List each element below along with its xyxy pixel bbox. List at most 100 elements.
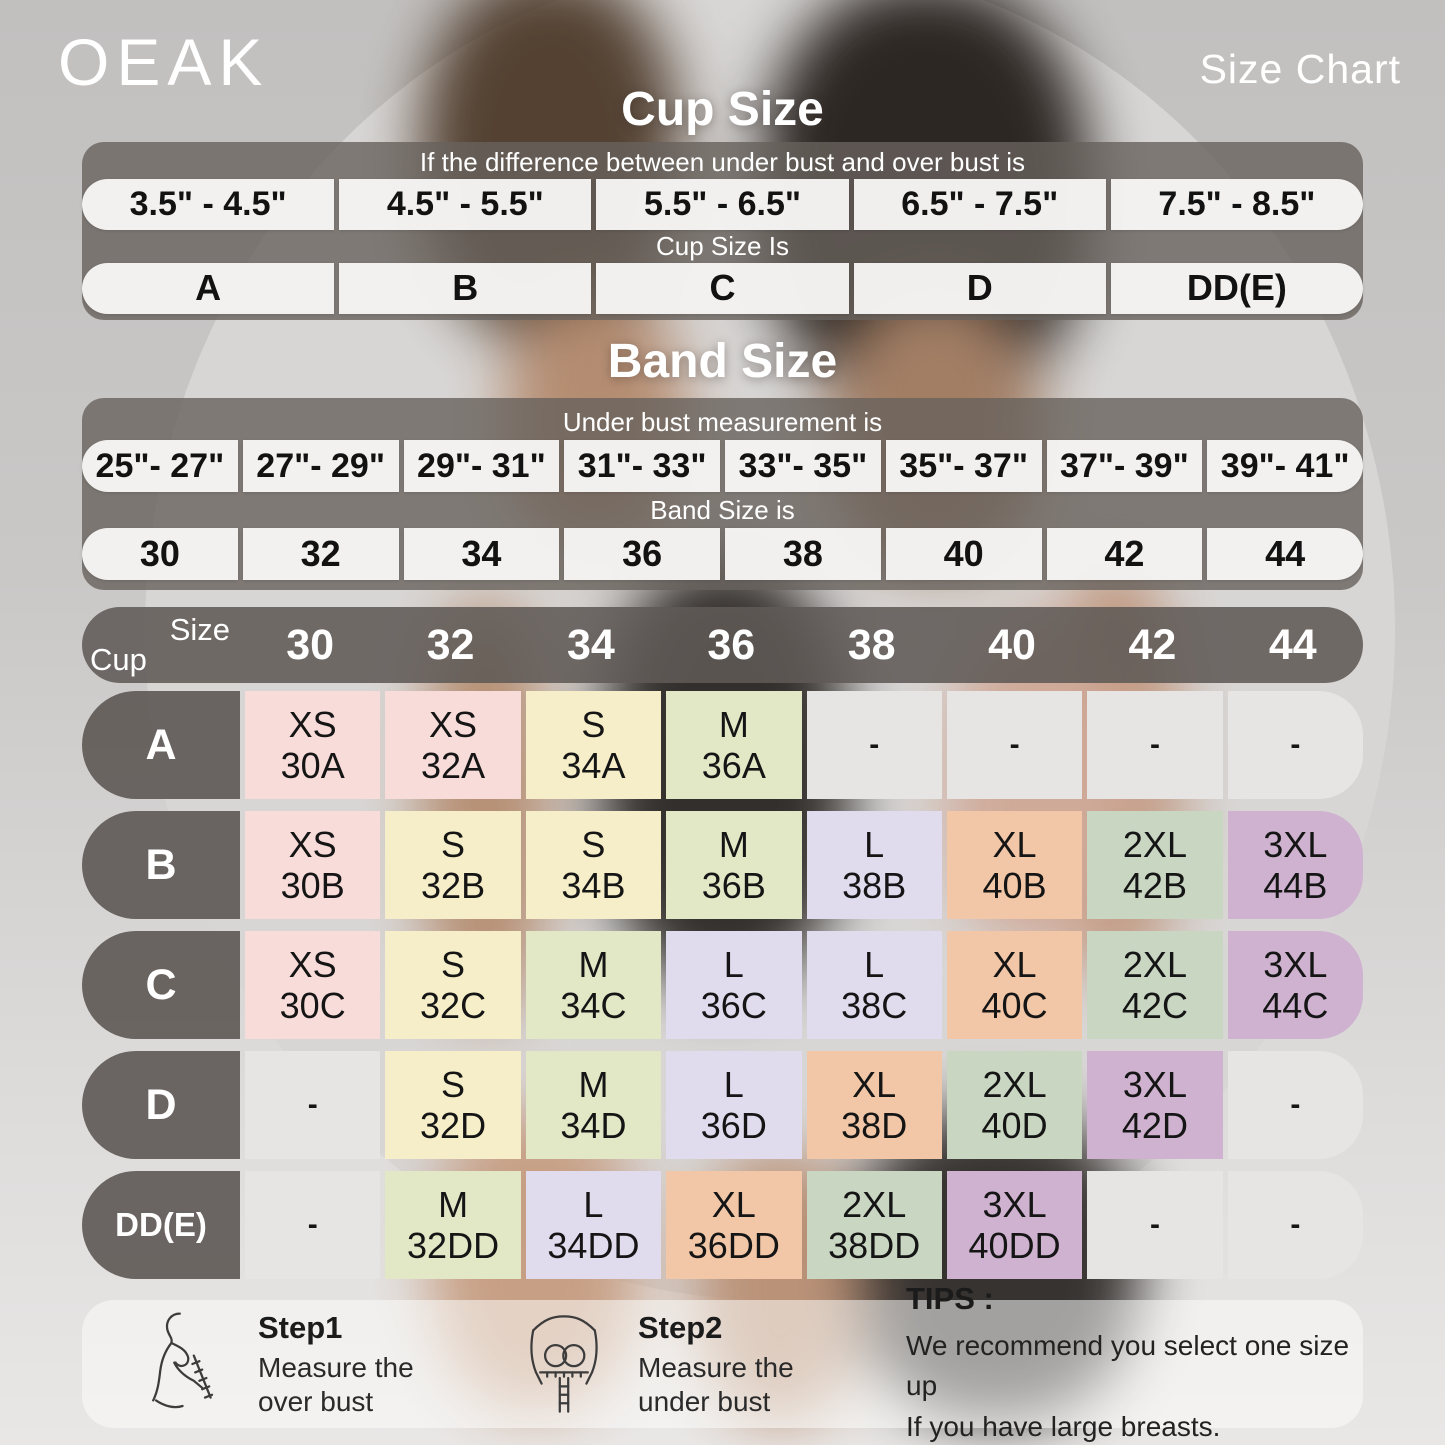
tips-line2: If you have large breasts. bbox=[906, 1410, 1221, 1442]
cell-size-label: 2XL bbox=[982, 1063, 1047, 1105]
matrix-column-header: 36 bbox=[707, 620, 756, 669]
step1-line1: Measure the bbox=[258, 1351, 414, 1383]
step1-block: Step1 Measure the over bust bbox=[258, 1310, 426, 1418]
matrix-cell: M 36B bbox=[666, 811, 802, 919]
tips-title: TIPS : bbox=[906, 1280, 994, 1316]
cell-size-label: L bbox=[583, 1183, 604, 1225]
cup-value-pill: B bbox=[339, 262, 592, 314]
brand-logo: OEAK bbox=[58, 25, 270, 99]
matrix-cell: - bbox=[1087, 1171, 1223, 1279]
matrix-header: Size Cup 30 32 34 36 38 40 42 44 bbox=[82, 607, 1363, 683]
matrix-cell: L 38C bbox=[806, 931, 942, 1039]
cell-size-label: S bbox=[581, 703, 606, 745]
cup-value-pill: A bbox=[82, 262, 335, 314]
cup-range-pill: 6.5" - 7.5" bbox=[853, 178, 1106, 230]
matrix-row-label: DD(E) bbox=[82, 1171, 240, 1279]
band-range-pill: 33"- 35" bbox=[725, 440, 881, 493]
matrix-cell: 2XL 42B bbox=[1087, 811, 1223, 919]
cup-value-pill: D bbox=[853, 262, 1106, 314]
cup-size-panel: If the difference between under bust and… bbox=[82, 142, 1364, 320]
matrix-row: A XS 30A XS 32A S 34A M 36A - - - - bbox=[82, 691, 1363, 799]
band-range-pill: 37"- 39" bbox=[1046, 440, 1203, 493]
matrix-cell: XS 30B bbox=[245, 811, 381, 919]
matrix-cell: S 32B bbox=[385, 811, 521, 919]
matrix-cell: 2XL 38DD bbox=[806, 1171, 942, 1279]
matrix-column-header: 32 bbox=[426, 620, 475, 669]
matrix-cell: - bbox=[946, 691, 1083, 799]
cup-range-row: 3.5" - 4.5" 4.5" - 5.5" 5.5" - 6.5" 6.5" - … bbox=[82, 178, 1364, 230]
matrix-cell: L 34DD bbox=[525, 1171, 662, 1279]
matrix-row-label: D bbox=[82, 1051, 240, 1159]
band-value-pill: 32 bbox=[242, 527, 399, 580]
cell-code-label: 34B bbox=[561, 865, 626, 906]
cell-code-label: 30A bbox=[280, 745, 345, 786]
cell-code-label: 38D bbox=[841, 1105, 908, 1146]
cell-code-label: 42B bbox=[1122, 865, 1187, 906]
band-range-pill: 31"- 33" bbox=[564, 440, 720, 493]
cell-size-label: 2XL bbox=[1122, 943, 1187, 985]
cell-size-label: L bbox=[723, 1063, 744, 1105]
cell-size-label: S bbox=[441, 943, 466, 985]
matrix-cell: XL 40B bbox=[946, 811, 1083, 919]
matrix-column-header: 44 bbox=[1268, 620, 1317, 669]
step1-title: Step1 bbox=[258, 1309, 343, 1345]
matrix-row-label: A bbox=[82, 691, 240, 799]
matrix-column-header: 40 bbox=[988, 620, 1036, 669]
cup-size-title: Cup Size bbox=[621, 83, 824, 136]
cell-size-label: M bbox=[438, 1183, 469, 1225]
measure-under-bust-icon bbox=[518, 1308, 610, 1420]
matrix-cell: - bbox=[806, 691, 942, 799]
cell-code-label: 34DD bbox=[547, 1225, 640, 1266]
band-value-row: 30 32 34 36 38 40 42 44 bbox=[82, 527, 1363, 580]
cell-size-label: S bbox=[441, 823, 466, 865]
matrix-cell: XS 30A bbox=[245, 691, 381, 799]
matrix-cell: S 34A bbox=[525, 691, 662, 799]
cell-code-label: 40D bbox=[981, 1105, 1048, 1146]
cell-size-label: M bbox=[718, 823, 749, 865]
matrix-column-header: 38 bbox=[847, 620, 896, 669]
matrix-corner-size-label: Size bbox=[169, 612, 230, 647]
matrix-row: C XS 30C S 32C M 34C L 36C L 38C XL 40C 2XL 42C 3XL 44C bbox=[82, 931, 1363, 1039]
cell-size-label: S bbox=[581, 823, 606, 865]
band-range-pill: 27"- 29" bbox=[242, 440, 399, 493]
matrix-cell: XL 36DD bbox=[666, 1171, 802, 1279]
cup-value-row: A B C D DD(E) bbox=[82, 262, 1364, 314]
matrix-cell: 3XL 44B bbox=[1227, 811, 1363, 919]
matrix-cell: M 36A bbox=[666, 691, 802, 799]
matrix-cell: S 32C bbox=[385, 931, 521, 1039]
band-size-panel: Under bust measurement is 25"- 27" 27"- 2… bbox=[82, 398, 1363, 590]
cell-size-label: 3XL bbox=[1263, 943, 1328, 985]
cup-value-pill: C bbox=[596, 262, 849, 314]
matrix-cell: - bbox=[1227, 1171, 1363, 1279]
band-range-pill: 29"- 31" bbox=[403, 440, 560, 493]
cell-code-label: 40C bbox=[981, 985, 1048, 1026]
size-matrix: A XS 30A XS 32A S 34A M 36A - - - - B XS 30B S 32B S 34B M 36… bbox=[82, 691, 1363, 1291]
cup-range-pill: 4.5" - 5.5" bbox=[339, 178, 592, 230]
cell-size-label: XL bbox=[992, 943, 1037, 985]
matrix-cell: - bbox=[1227, 691, 1363, 799]
matrix-cell: - bbox=[245, 1051, 381, 1159]
matrix-corner: Size Cup bbox=[82, 607, 240, 683]
matrix-cell: XS 30C bbox=[245, 931, 381, 1039]
cell-size-label: XS bbox=[429, 703, 478, 745]
matrix-cell: - bbox=[1227, 1051, 1363, 1159]
matrix-corner-cup-label: Cup bbox=[90, 642, 147, 677]
matrix-column-header: 42 bbox=[1128, 620, 1177, 669]
step1-line2: over bust bbox=[258, 1385, 374, 1417]
cell-code-label: 40DD bbox=[968, 1225, 1061, 1266]
step2-block: Step2 Measure the under bust bbox=[638, 1310, 806, 1418]
matrix-cell: S 34B bbox=[525, 811, 662, 919]
matrix-column-header: 34 bbox=[567, 620, 615, 669]
cell-code-label: 34A bbox=[561, 745, 626, 786]
measure-over-bust-icon bbox=[138, 1308, 230, 1420]
step2-line1: Measure the bbox=[638, 1351, 794, 1383]
band-condition-label: Under bust measurement is bbox=[562, 407, 883, 437]
cell-size-label: L bbox=[723, 943, 744, 985]
matrix-row: DD(E) - M 32DD L 34DD XL 36DD 2XL 38DD 3XL 40DD - - bbox=[82, 1171, 1363, 1279]
cell-size-label: XL bbox=[992, 823, 1037, 865]
matrix-cell: M 32DD bbox=[385, 1171, 521, 1279]
matrix-row: D - S 32D M 34D L 36D XL 38D 2XL 40D 3XL 42D - bbox=[82, 1051, 1363, 1159]
cell-size-label: M bbox=[718, 703, 749, 745]
matrix-cell: 3XL 44C bbox=[1227, 931, 1363, 1039]
